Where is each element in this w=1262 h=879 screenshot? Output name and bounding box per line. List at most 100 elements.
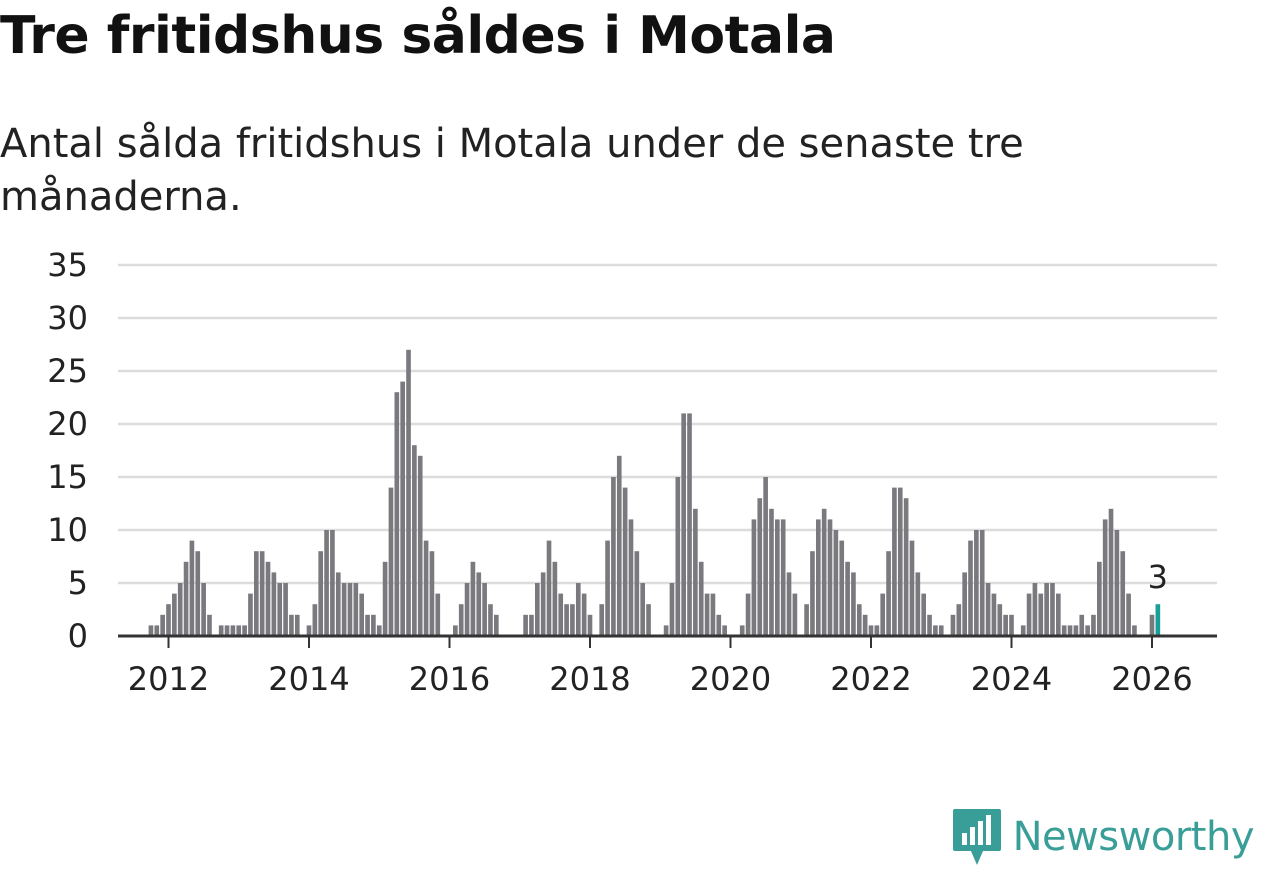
bar [804,604,809,636]
bar [1091,614,1096,636]
bar [909,540,915,636]
bar [464,583,470,636]
bar [611,477,616,636]
bar [675,477,681,636]
bar [974,530,979,636]
bar [201,583,206,636]
bar [423,540,429,636]
bar [224,625,230,636]
bar [324,530,329,636]
bar-highlight [1155,604,1161,636]
bar [371,614,376,636]
bar [218,625,224,636]
bar [739,625,745,636]
bar [751,519,757,636]
bar [1126,593,1131,636]
bar [534,583,540,636]
bar [903,498,909,636]
y-tick-label: 35 [47,246,88,284]
bar [166,604,171,636]
bar [605,540,610,636]
bar [376,625,382,636]
bar [453,625,458,636]
bar [388,487,394,636]
bar [868,625,874,636]
bar [330,530,335,636]
bar [1085,625,1090,636]
bar [622,487,628,636]
bar [1026,593,1032,636]
bar [646,604,651,636]
bar [253,551,259,636]
bar [429,551,435,636]
bar [634,551,640,636]
bar [897,487,903,636]
bar [435,593,441,636]
bar [207,614,212,636]
bar [406,349,411,636]
bar [1050,583,1055,636]
bar-chart: 0 5 10 15 20 25 30 35 2012 2014 2016 2018 2020 2022 20… [47,246,1217,698]
bar [265,561,271,636]
newsworthy-icon [952,809,1001,865]
bar [950,614,956,636]
bar [1079,614,1085,636]
bar [587,614,593,636]
bar [529,614,534,636]
newsworthy-logo: Newsworthy [951,807,1255,867]
bar [722,625,727,636]
bar [1132,625,1137,636]
bar [892,487,897,636]
bar [488,604,493,636]
bar [839,540,845,636]
y-tick-label: 20 [47,405,88,443]
bar [552,561,558,636]
x-tick-label: 2022 [830,660,911,698]
bar [189,540,195,636]
bar [347,583,353,636]
bar [1056,593,1061,636]
bar [921,593,927,636]
x-tick-label: 2016 [409,660,490,698]
bar [628,519,634,636]
bar [177,583,183,636]
chart-subtitle: Antal sålda fritidshus i Motala under de… [0,121,1024,220]
bar [318,551,324,636]
bar [1067,625,1073,636]
bar [412,445,417,636]
bar [698,561,704,636]
bar [248,593,253,636]
bar [277,583,283,636]
bar [1038,593,1044,636]
brand-name: Newsworthy [1012,814,1255,860]
bar [540,572,546,636]
bar [704,593,710,636]
bar [786,572,792,636]
bar [745,593,751,636]
bar [710,593,716,636]
bar [195,551,201,636]
bar [681,413,686,636]
bar [417,455,423,636]
bar [792,593,798,636]
bar [775,519,780,636]
bar [880,593,886,636]
x-tick-label: 2014 [268,660,349,698]
bar [312,604,318,636]
bar [1003,614,1008,636]
bar [757,498,763,636]
bar [289,614,294,636]
bar [148,625,154,636]
bar [259,551,265,636]
bar [575,583,581,636]
bar [558,593,564,636]
bar [956,604,962,636]
bar [470,561,476,636]
bar [494,614,499,636]
bar [874,625,880,636]
bar [979,530,985,636]
bar [1009,614,1014,636]
x-tick-label: 2012 [128,660,209,698]
y-tick-label: 10 [47,511,88,549]
bar [458,604,464,636]
